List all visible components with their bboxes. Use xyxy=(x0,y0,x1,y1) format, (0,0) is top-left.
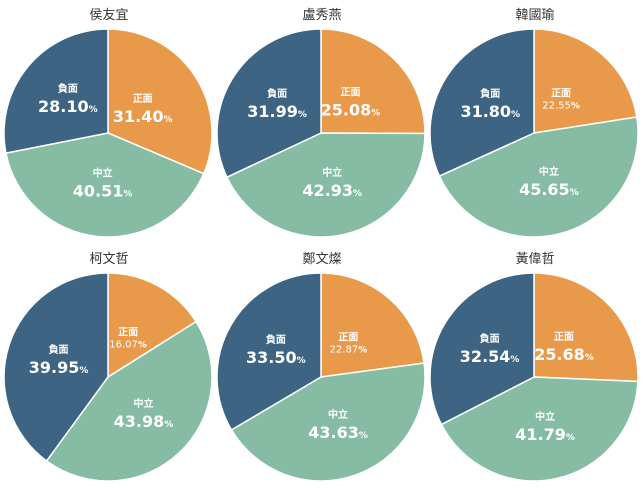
slice-category-label: 負面 xyxy=(480,87,500,100)
pie-title: 盧秀燕 xyxy=(302,8,342,23)
pie-panel: 鄭文燦 正面 22.87% 中立 43.63% 負面 33.50% xyxy=(215,244,429,488)
pie-panel: 盧秀燕 正面 25.08% 中立 42.93% 負面 31.99% xyxy=(215,0,429,244)
pie-chart: 正面 31.40% 中立 40.51% 負面 28.10% xyxy=(3,28,213,238)
slice-value-label: 22.87% xyxy=(330,345,368,356)
slice-value-label: 45.65% xyxy=(519,180,579,199)
pie-slice xyxy=(107,272,198,379)
slice-value-label: 39.95% xyxy=(29,358,89,377)
slice-category-label: 中立 xyxy=(328,408,348,421)
pie-slice xyxy=(533,272,639,383)
slice-category-label: 負面 xyxy=(480,332,500,345)
pie-panel: 柯文哲 正面 16.07% 中立 43.98% 負面 39.95% xyxy=(2,244,216,488)
slice-value-label: 41.79% xyxy=(515,425,575,444)
slice-value-label: 25.68% xyxy=(534,345,594,364)
pie-panel: 韓國瑜 正面 22.55% 中立 45.65% 負面 31.80% xyxy=(428,0,642,244)
slice-category-label: 負面 xyxy=(267,87,287,100)
pie-title: 黃偉哲 xyxy=(515,252,555,267)
pie-slice xyxy=(429,272,535,426)
slice-category-label: 正面 xyxy=(338,332,358,344)
pie-chart: 正面 25.68% 中立 41.79% 負面 32.54% xyxy=(429,272,639,482)
slice-value-label: 22.55% xyxy=(542,100,580,111)
slice-category-label: 正面 xyxy=(340,87,360,99)
pie-chart: 正面 25.08% 中立 42.93% 負面 31.99% xyxy=(216,28,426,238)
slice-value-label: 31.80% xyxy=(460,102,520,121)
slice-category-label: 負面 xyxy=(58,82,78,95)
pie-title: 柯文哲 xyxy=(89,252,129,267)
slice-value-label: 31.99% xyxy=(247,102,307,121)
slice-value-label: 40.51% xyxy=(73,182,133,201)
pie-slice xyxy=(429,28,535,178)
pie-slice xyxy=(320,28,426,135)
slice-category-label: 正面 xyxy=(133,93,153,105)
slice-category-label: 中立 xyxy=(539,165,559,178)
slice-category-label: 中立 xyxy=(93,167,113,180)
pie-slice xyxy=(225,132,426,238)
pie-slice xyxy=(5,132,205,238)
slice-value-label: 43.63% xyxy=(308,423,368,442)
pie-slice xyxy=(533,28,638,134)
slice-value-label: 31.40% xyxy=(113,107,173,126)
slice-category-label: 中立 xyxy=(535,410,555,423)
slice-value-label: 25.08% xyxy=(321,101,381,120)
slice-category-label: 正面 xyxy=(554,331,574,343)
pie-title: 韓國瑜 xyxy=(515,8,555,23)
slice-value-label: 16.07% xyxy=(109,340,147,351)
pie-panel: 黃偉哲 正面 25.68% 中立 41.79% 負面 32.54% xyxy=(428,244,642,488)
pie-slice xyxy=(230,362,426,482)
pie-slice xyxy=(45,320,213,482)
slice-category-label: 正面 xyxy=(551,87,571,99)
pie-panel: 侯友宜 正面 31.40% 中立 40.51% 負面 28.10% xyxy=(2,0,216,244)
pie-slice xyxy=(438,116,639,238)
pie-slice xyxy=(3,28,109,154)
pie-slice xyxy=(216,272,322,431)
slice-category-label: 中立 xyxy=(133,397,153,410)
pie-slice xyxy=(3,272,109,462)
pie-slice xyxy=(216,28,322,179)
slice-category-label: 負面 xyxy=(49,343,69,356)
pie-slice xyxy=(320,272,425,378)
slice-value-label: 28.10% xyxy=(38,97,98,116)
pie-title: 侯友宜 xyxy=(89,8,129,23)
slice-value-label: 32.54% xyxy=(460,347,520,366)
pie-title: 鄭文燦 xyxy=(302,252,342,267)
slice-category-label: 負面 xyxy=(266,333,286,346)
pie-slice xyxy=(440,376,639,482)
slice-category-label: 中立 xyxy=(322,166,342,179)
slice-value-label: 42.93% xyxy=(302,181,362,200)
slice-value-label: 33.50% xyxy=(246,348,306,367)
slice-value-label: 43.98% xyxy=(114,412,174,431)
slice-category-label: 正面 xyxy=(118,327,138,339)
pie-slice xyxy=(107,28,213,175)
